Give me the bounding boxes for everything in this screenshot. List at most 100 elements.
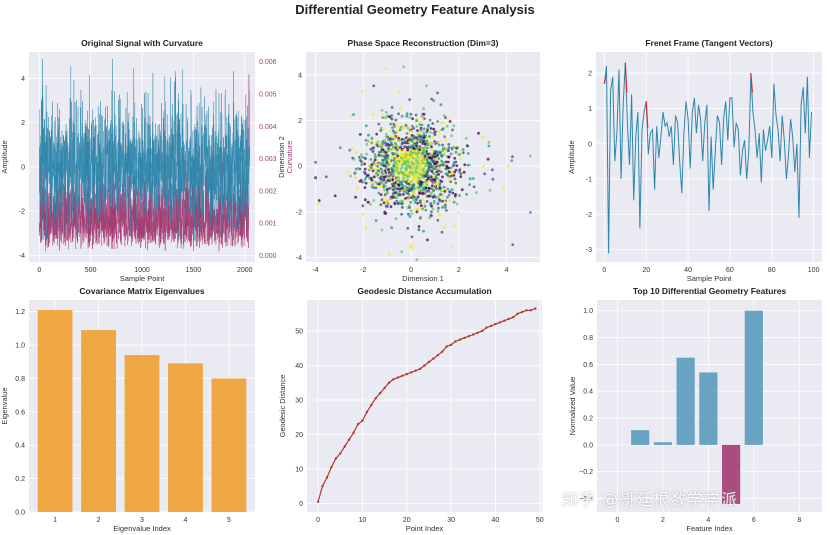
scatter-point — [353, 171, 357, 175]
scatter-point — [398, 128, 402, 132]
scatter-point — [387, 252, 391, 256]
scatter-point — [407, 196, 410, 200]
scatter-point — [422, 127, 426, 131]
scatter-point — [456, 211, 460, 215]
scatter-point — [439, 193, 443, 197]
scatter-point — [414, 113, 418, 117]
scatter-point — [384, 158, 387, 162]
scatter-point — [447, 178, 451, 182]
scatter-point — [448, 199, 452, 203]
scatter-point — [408, 215, 412, 219]
scatter-point — [363, 170, 366, 174]
bar — [722, 444, 741, 504]
scatter-point — [418, 161, 422, 164]
bar — [699, 372, 718, 445]
x-axis-label: Sample Point — [687, 274, 733, 283]
scatter-point — [409, 112, 413, 116]
scatter-point — [403, 190, 406, 194]
y-tick-label: 40 — [295, 363, 303, 370]
scatter-point — [453, 170, 456, 174]
scatter-point — [448, 190, 452, 194]
geodesic-marker — [343, 445, 346, 448]
geodesic-marker — [516, 312, 519, 315]
scatter-point — [354, 167, 358, 171]
scatter-point — [387, 171, 391, 174]
scatter-point — [400, 250, 403, 254]
scatter-point — [447, 146, 451, 150]
x-tick-label: 0 — [37, 267, 41, 274]
scatter-point — [442, 114, 446, 117]
scatter-point — [358, 133, 362, 136]
scatter-point — [420, 115, 424, 118]
scatter-point — [431, 148, 434, 152]
geodesic-marker — [405, 372, 408, 376]
scatter-point — [350, 147, 354, 151]
scatter-point — [468, 183, 471, 187]
scatter-point — [430, 184, 434, 188]
scatter-point — [444, 167, 448, 171]
scatter-point — [348, 148, 352, 152]
scatter-point — [455, 202, 459, 206]
scatter-point — [396, 138, 399, 142]
scatter-point — [383, 164, 386, 168]
scatter-point — [511, 243, 515, 247]
bar — [631, 430, 650, 445]
scatter-point — [372, 84, 376, 88]
scatter-point — [417, 151, 421, 155]
scatter-point — [412, 188, 415, 192]
scatter-point — [412, 198, 415, 202]
scatter-point — [440, 185, 444, 189]
geodesic-marker — [494, 322, 497, 326]
scatter-point — [409, 209, 413, 213]
scatter-point — [439, 121, 443, 125]
scatter-point — [452, 124, 456, 127]
scatter-point — [413, 154, 417, 158]
scatter-point — [459, 175, 463, 179]
scatter-point — [431, 159, 435, 163]
scatter-point — [397, 126, 401, 130]
scatter-point — [432, 201, 436, 205]
x-tick-label: 0 — [409, 267, 413, 274]
scatter-point — [407, 179, 411, 183]
scatter-point — [436, 202, 440, 206]
scatter-point — [385, 160, 389, 164]
geodesic-marker — [441, 350, 444, 353]
y-tick-label: 10 — [295, 466, 303, 473]
scatter-point — [452, 164, 455, 168]
scatter-point — [417, 145, 421, 149]
scatter-point — [396, 181, 400, 185]
scatter-point — [415, 119, 418, 122]
scatter-point — [354, 176, 357, 179]
y-tick-label: 4 — [21, 76, 25, 83]
scatter-point — [392, 147, 395, 151]
scatter-point — [415, 258, 419, 262]
scatter-point — [410, 134, 414, 137]
scatter-point — [411, 156, 415, 160]
tangent-vector — [750, 73, 753, 93]
scatter-point — [414, 144, 418, 148]
geodesic-marker — [480, 329, 484, 333]
y-tick-label: -3 — [586, 247, 592, 254]
scatter-point — [453, 177, 457, 181]
scatter-point — [384, 204, 388, 208]
scatter-point — [529, 154, 532, 158]
scatter-point — [374, 186, 378, 190]
scatter-point — [428, 156, 432, 160]
scatter-point — [441, 127, 445, 131]
scatter-point — [394, 118, 398, 122]
scatter-point — [436, 209, 440, 213]
scatter-point — [396, 202, 400, 206]
scatter-point — [447, 143, 451, 146]
scatter-point — [449, 152, 453, 156]
scatter-point — [422, 229, 425, 233]
scatter-point — [415, 136, 419, 140]
scatter-point — [382, 196, 386, 200]
scatter-point — [392, 122, 396, 126]
scatter-point — [451, 176, 454, 180]
scatter-point — [384, 67, 388, 71]
scatter-point — [397, 136, 400, 140]
scatter-point — [421, 118, 425, 121]
y-tick-label: 0.8 — [15, 376, 25, 383]
scatter-point — [409, 193, 413, 196]
